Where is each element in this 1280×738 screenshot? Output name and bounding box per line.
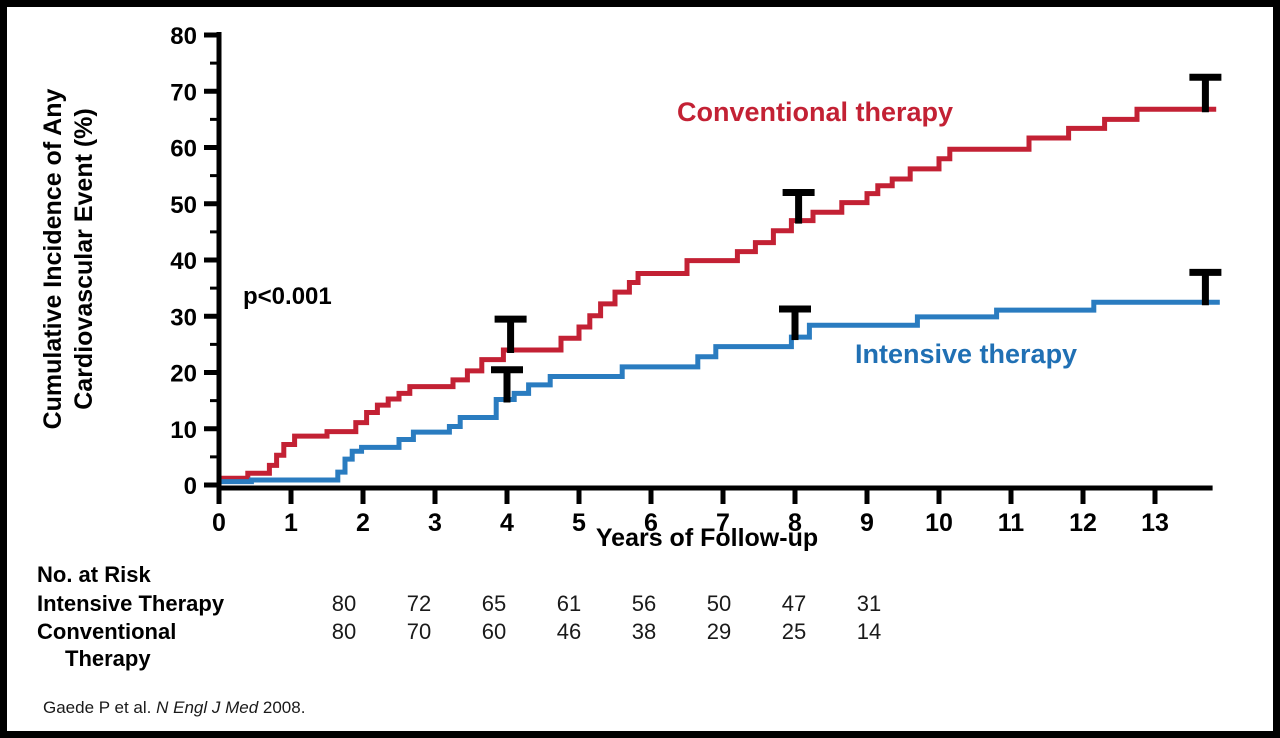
y-tick-label: 0 <box>184 473 197 500</box>
x-tick-label: 5 <box>572 509 586 537</box>
y-tick-label: 40 <box>170 248 197 275</box>
y-tick-label: 70 <box>170 79 197 106</box>
y-tick-label: 30 <box>170 304 197 331</box>
x-tick-label: 12 <box>1069 509 1097 537</box>
risk-count: 61 <box>556 591 582 616</box>
legend-conventional-therapy: Conventional therapy <box>677 97 954 127</box>
x-tick-label: 4 <box>500 509 514 537</box>
risk-count: 60 <box>481 619 507 644</box>
p-value-annotation: p<0.001 <box>243 283 332 310</box>
x-tick-label: 0 <box>212 509 226 537</box>
risk-count: 70 <box>406 619 432 644</box>
risk-row-label: Intensive Therapy <box>37 591 225 616</box>
legend-intensive-therapy: Intensive therapy <box>855 339 1078 369</box>
risk-count: 46 <box>556 619 582 644</box>
citation-authors: Gaede P et al. <box>43 698 157 717</box>
y-tick-label: 20 <box>170 361 197 388</box>
x-tick-label: 8 <box>788 509 802 537</box>
risk-count: 80 <box>331 591 357 616</box>
x-tick-label: 10 <box>925 509 953 537</box>
risk-count: 50 <box>706 591 732 616</box>
intensive-therapy-curve <box>219 299 1220 485</box>
conventional-therapy-curve <box>219 106 1217 481</box>
risk-row-label: Conventional <box>37 619 177 644</box>
risk-count: 31 <box>856 591 882 616</box>
y-axis-title-line2: Cardiovascular Event (%) <box>70 108 98 410</box>
x-tick-label: 7 <box>716 509 730 537</box>
x-tick-label: 13 <box>1141 509 1169 537</box>
y-tick-label: 50 <box>170 192 197 219</box>
x-tick-label: 11 <box>998 509 1025 537</box>
risk-count: 38 <box>631 619 657 644</box>
y-axis-title-line1: Cumulative Incidence of Any <box>38 88 67 430</box>
y-tick-label: 10 <box>170 417 197 444</box>
risk-table-header: No. at Risk <box>37 562 151 587</box>
risk-count: 80 <box>331 619 357 644</box>
citation-year: 2008. <box>258 698 306 717</box>
citation: Gaede P et al. N Engl J Med 2008. <box>43 698 305 718</box>
y-tick-label: 60 <box>170 136 197 163</box>
x-axis-title: Years of Follow-up <box>595 524 819 552</box>
risk-count: 14 <box>856 619 882 644</box>
risk-count: 56 <box>631 591 657 616</box>
x-tick-label: 9 <box>860 509 874 537</box>
x-tick-label: 1 <box>284 509 298 537</box>
risk-count: 72 <box>406 591 432 616</box>
risk-row-label-cont: Therapy <box>65 646 151 671</box>
citation-journal: N Engl J Med <box>156 698 259 717</box>
x-tick-label: 3 <box>428 509 442 537</box>
risk-count: 47 <box>781 591 807 616</box>
risk-count: 65 <box>481 591 507 616</box>
y-tick-label: 80 <box>170 23 197 50</box>
risk-count: 25 <box>781 619 807 644</box>
x-tick-label: 6 <box>644 509 658 537</box>
y-axis-title: Cumulative Incidence of Any Cardiovascul… <box>38 89 101 430</box>
risk-count: 29 <box>706 619 732 644</box>
x-tick-label: 2 <box>356 509 370 537</box>
